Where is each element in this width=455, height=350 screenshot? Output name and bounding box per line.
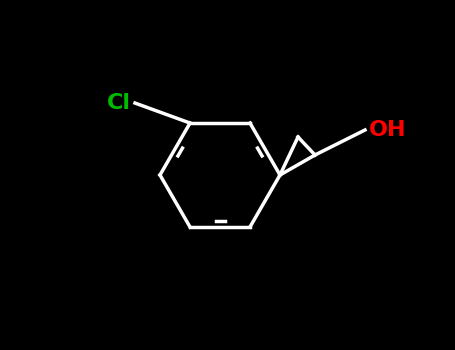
Text: Cl: Cl (107, 93, 131, 113)
Text: OH: OH (369, 120, 406, 140)
